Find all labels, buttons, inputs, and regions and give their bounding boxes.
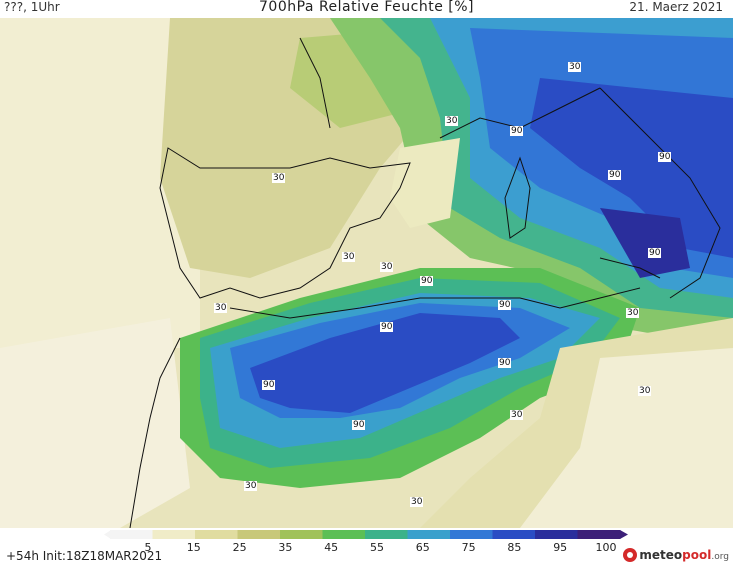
colorbar-tick-label: 75	[461, 541, 476, 554]
humidity-field	[0, 18, 733, 528]
colorbar-tick-label: 35	[278, 541, 293, 554]
contour-label: 90	[352, 420, 366, 430]
contour-label: 30	[272, 173, 286, 183]
contour-label: 90	[648, 248, 662, 258]
colorbar-tick-label: 55	[370, 541, 384, 554]
contour-label: 90	[498, 300, 512, 310]
field-ne-darkblue	[530, 78, 733, 258]
contour-label: 90	[420, 276, 434, 286]
colorbar-segment	[322, 530, 366, 539]
valid-date: 21. Maerz 2021	[629, 0, 723, 14]
field-ne-core	[600, 208, 690, 278]
logo-part2: pool	[682, 548, 712, 562]
contour-label: 90	[380, 322, 394, 332]
contour-label: 30	[380, 262, 394, 272]
contour-label: 90	[608, 170, 622, 180]
map-header: ???, 1Uhr 700hPa Relative Feuchte [%] 21…	[0, 0, 733, 18]
colorbar-tick-label: 15	[186, 541, 201, 554]
contour-label: 30	[626, 308, 640, 318]
meteopool-logo: meteopool.org	[623, 546, 729, 564]
contour-label: 30	[510, 410, 524, 420]
colorbar-segment	[577, 530, 621, 539]
humidity-map: 30 30 30 30 30 30 30 30 30 30 30 90 90 9…	[0, 18, 733, 528]
logo-text: meteopool.org	[639, 548, 729, 562]
colorbar-segment	[407, 530, 451, 539]
colorbar-tick-label: 45	[324, 541, 339, 554]
field-dry-tongue	[390, 138, 460, 228]
colorbar-segment	[365, 530, 408, 539]
logo-part3: .org	[711, 552, 729, 562]
colorbar-tick-label: 100	[595, 541, 617, 554]
contour-label: 90	[498, 358, 512, 368]
colorbar-segment	[110, 530, 153, 539]
colorbar-segment	[195, 530, 238, 539]
coastlines	[129, 37, 721, 528]
colorbar-tick-label: 85	[507, 541, 522, 554]
colorbar-arrow-right	[620, 530, 628, 539]
field-dry-southwest	[0, 318, 190, 528]
logo-part1: meteo	[639, 548, 683, 562]
contour-label: 90	[658, 152, 672, 162]
contour-label: 30	[638, 386, 652, 396]
init-time: +54h Init:18Z18MAR2021	[6, 549, 163, 563]
colorbar-segment	[280, 530, 323, 539]
colorbar-tick-label: 5	[144, 541, 152, 554]
map-title: 700hPa Relative Feuchte [%]	[259, 0, 474, 15]
colorbar	[104, 530, 628, 539]
contour-label: 30	[445, 116, 459, 126]
colorbar-segment	[237, 530, 281, 539]
colorbar-tick-label: 65	[415, 541, 430, 554]
contour-label: 30	[410, 497, 424, 507]
colorbar-segment	[535, 530, 578, 539]
colorbar-arrow-left	[104, 530, 111, 539]
colorbar-segment	[152, 530, 196, 539]
colorbar-segments	[104, 530, 628, 539]
contour-label: 30	[342, 252, 356, 262]
colorbar-segment	[492, 530, 536, 539]
contour-label: 90	[262, 380, 276, 390]
logo-icon	[623, 548, 638, 562]
contour-label: 30	[568, 62, 582, 72]
contour-label: 90	[510, 126, 524, 136]
colorbar-segment	[450, 530, 493, 539]
contour-label: 30	[244, 481, 258, 491]
colorbar-tick-label: 25	[232, 541, 247, 554]
field-sahara-dry	[520, 348, 733, 528]
run-label: ???, 1Uhr	[4, 0, 60, 14]
contour-label: 30	[214, 303, 228, 313]
colorbar-tick-label: 95	[553, 541, 568, 554]
field-south-darkblue	[250, 313, 520, 413]
